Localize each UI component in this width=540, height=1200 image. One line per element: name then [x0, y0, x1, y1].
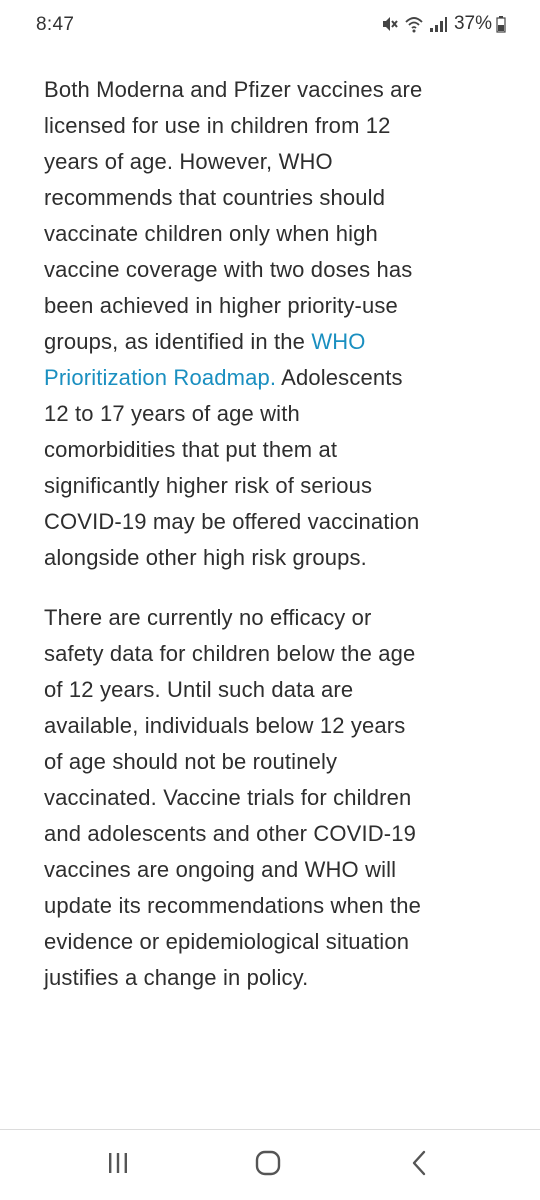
- back-icon: [408, 1149, 432, 1182]
- who-prioritization-roadmap-link[interactable]: WHO Prioritization Roadmap.: [44, 329, 366, 390]
- home-button[interactable]: [248, 1148, 288, 1182]
- recent-apps-button[interactable]: [98, 1148, 138, 1182]
- wifi-icon: [404, 14, 424, 34]
- battery-icon: [496, 14, 506, 34]
- mute-icon: [380, 14, 400, 34]
- paragraph-2: There are currently no efficacy or safet…: [44, 605, 422, 990]
- status-icons: 37%: [380, 13, 506, 35]
- back-button[interactable]: [400, 1148, 440, 1182]
- article-body: Both Moderna and Pfizer vaccines are lic…: [44, 72, 424, 1020]
- recent-apps-icon: [105, 1151, 131, 1180]
- navigation-bar: [0, 1129, 540, 1200]
- paragraph-1-text-end: Adolescents 12 to 17 years of age with c…: [44, 365, 420, 570]
- status-time: 8:47: [36, 14, 75, 35]
- home-icon: [254, 1149, 282, 1182]
- paragraph-1: Both Moderna and Pfizer vaccines are lic…: [44, 72, 424, 576]
- signal-icon: [428, 14, 448, 34]
- paragraph-1-text-start: Both Moderna and Pfizer vaccines are lic…: [44, 77, 423, 354]
- status-bar: 8:47: [0, 0, 540, 52]
- battery-percent: 37%: [453, 13, 492, 34]
